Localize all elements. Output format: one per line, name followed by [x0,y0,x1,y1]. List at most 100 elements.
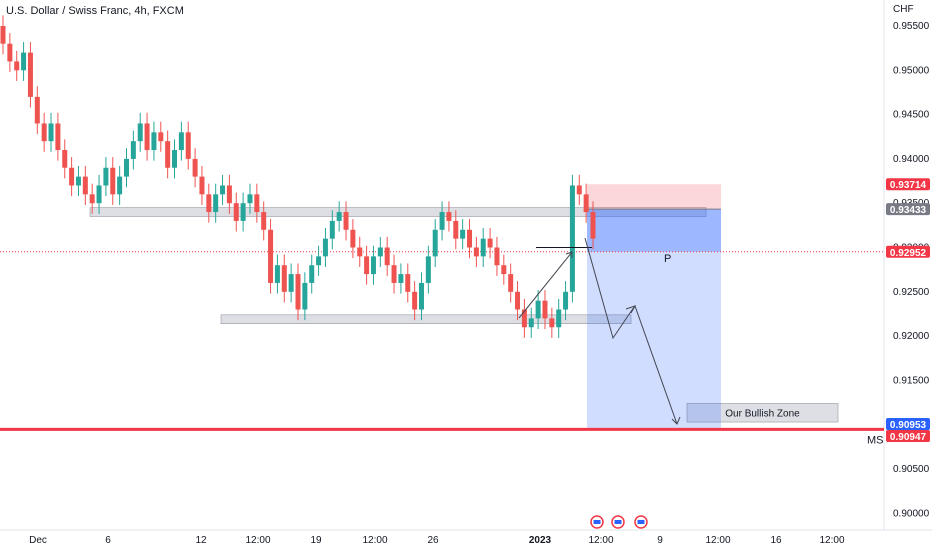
candle-body [110,167,116,195]
chart-title: U.S. Dollar / Swiss Franc, 4h, FXCM [6,5,184,17]
candle-body [69,167,75,186]
candle-body [384,247,390,266]
candle-body [233,203,239,221]
candle-body [322,238,328,257]
x-tick-label: Dec [29,535,47,546]
candle-body [583,194,589,213]
candle-body [295,274,301,310]
candle-body [130,141,136,159]
candle-body [7,43,13,62]
x-tick-label: 26 [427,535,439,546]
candle-body [425,256,431,283]
candle-body [350,229,356,248]
candle-body [274,265,280,283]
candle-body [206,194,212,213]
profit-area-active [587,209,721,252]
candle-body [336,212,342,221]
candle-body [480,238,486,257]
y-tick-label: 0.94500 [893,110,930,121]
price-tag [886,178,930,191]
x-tick-label: 12:00 [705,535,730,546]
price-tag [886,430,930,442]
candle-body [165,141,171,168]
candle-body [576,185,582,195]
candle-body [281,265,287,292]
candle-body [467,229,473,248]
candle-body [535,300,541,319]
candle-body [192,158,198,177]
candle-body [268,229,274,283]
x-tick-label: 12:00 [588,535,613,546]
candle-body [494,247,500,266]
x-tick-label: 19 [310,535,322,546]
candle-body [556,309,562,328]
candle-body [21,52,27,71]
x-tick-label: 12:00 [245,535,270,546]
candle-body [446,212,452,221]
candle-body [357,247,363,257]
arrow-head [671,416,681,425]
candle-body [501,265,507,275]
candle-body [103,167,109,186]
support-zone [89,207,707,217]
support-zone [220,314,632,324]
y-tick-label: 0.90000 [893,508,930,519]
candle-body [439,212,445,230]
candle-body [288,274,294,292]
y-tick-label: 0.90500 [893,464,930,475]
y-tick-label: 0.95000 [893,65,930,76]
candle-body [117,176,123,195]
candle-body [508,274,514,292]
price-tag-label: 0.90947 [890,432,927,443]
candle-body [418,282,424,310]
candle-body [75,176,81,186]
stop-loss-area [587,184,721,210]
candle-body [391,265,397,283]
price-tag [886,418,930,430]
ms-label: MS [867,434,884,446]
zone-label: Our Bullish Zone [725,409,800,420]
candle-body [151,132,157,151]
x-tick-label: 12 [195,535,207,546]
candle-body [515,291,521,310]
candle-body [261,212,267,230]
candle-body [364,256,370,275]
candle-body [247,194,253,204]
projection-arrow-path [518,237,678,425]
candle-body [144,123,150,151]
candle-body [405,274,411,292]
candle-body [89,194,95,204]
arrow-head [625,305,637,314]
flag-icon [593,520,601,524]
arrow-head [565,251,573,258]
candle-body [398,274,404,283]
candle-body [487,238,493,248]
price-tag [886,203,930,216]
entry-marker-label: P [664,253,671,265]
x-tick-label: 12:00 [819,535,844,546]
price-tag-label: 0.93714 [890,180,927,191]
x-tick-label: 2023 [529,535,552,546]
candle-body [34,96,40,124]
candle-body [158,132,164,142]
candle-body [370,256,376,275]
candle-body [563,291,569,310]
price-tag-label: 0.90953 [890,420,927,431]
candle-body [549,318,555,328]
candle-body [316,256,322,266]
candle-body [309,265,315,283]
candle-body [240,203,246,221]
candle-body [82,176,88,195]
candle-body [14,61,20,71]
candle-body [473,247,479,257]
candle-body [432,229,438,257]
candle-body [0,26,6,44]
candle-body [41,123,47,142]
price-tag-label: 0.93433 [890,205,927,216]
support-zone [686,403,839,423]
y-tick-label: 0.91500 [893,375,930,386]
y-tick-label: 0.95500 [893,21,930,32]
candle-body [123,158,129,177]
profit-area [587,251,721,429]
